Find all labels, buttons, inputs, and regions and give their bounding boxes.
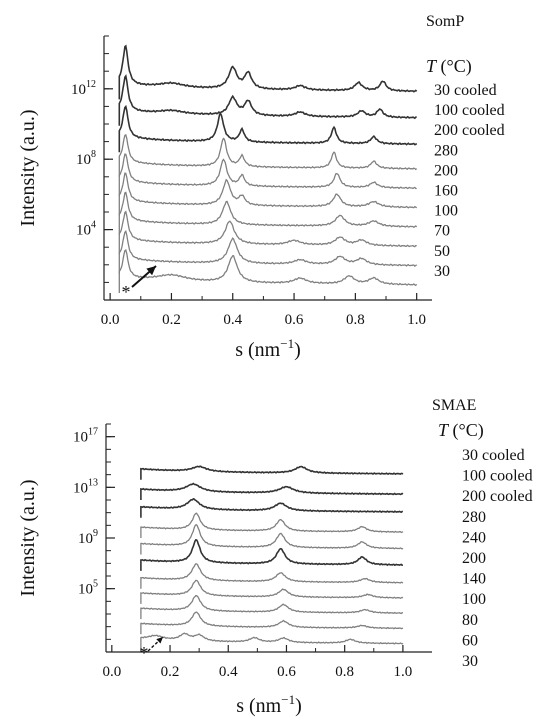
series-line-30-cooled	[118, 44, 418, 100]
series-line-100	[118, 191, 418, 235]
series-label: 160	[434, 183, 458, 200]
legend-header: T (°C)	[426, 56, 472, 77]
x-tick-label: 0.4	[219, 664, 238, 680]
annotation-star: *	[140, 643, 149, 663]
x-axis-label: s (nm−1)	[235, 336, 301, 361]
y-axis-label: Intensity (a.u.)	[17, 479, 39, 596]
series-label: 280	[462, 509, 486, 526]
annotation-arrowhead	[146, 266, 156, 276]
series-line-30	[140, 632, 404, 650]
panel-smae: 105 109 1013 1017 0.0 0.2 0.4 0.6 0.8 1.0 s (nm−1)…	[17, 397, 533, 717]
y-axis-label: Intensity (a.u.)	[17, 109, 39, 226]
series-label: 140	[462, 571, 486, 588]
series-line-60	[140, 611, 404, 635]
series-line-100-cooled	[140, 482, 404, 500]
series-label: 200 cooled	[434, 122, 505, 139]
series-label: 200 cooled	[462, 488, 533, 505]
x-tick-label: 0.4	[223, 312, 242, 328]
series-line-240	[140, 524, 404, 555]
annotation-star: *	[122, 282, 131, 302]
panel-title: SomP	[426, 13, 464, 30]
series-label: 200	[434, 162, 458, 179]
x-tick-label: 0.0	[101, 312, 120, 328]
series-label: 280	[434, 142, 458, 159]
series-label: 30	[434, 263, 450, 280]
panel-title: SMAE	[432, 397, 476, 414]
series-line-80	[140, 595, 403, 620]
series-line-200-cooled	[140, 498, 403, 518]
series-line-280	[140, 512, 404, 538]
series-line-50	[118, 229, 418, 274]
series-label: 30	[462, 653, 478, 670]
series-line-200-cooled	[118, 104, 418, 153]
series-label: 240	[462, 529, 486, 546]
series-label: 60	[462, 632, 478, 649]
y-tick-label: 1017	[73, 427, 98, 446]
y-tick-label: 105	[78, 579, 98, 598]
series-label: 200	[462, 550, 486, 567]
series-label: 100 cooled	[434, 102, 505, 119]
legend-header: T (°C)	[438, 420, 484, 441]
x-tick-label: 1.0	[407, 312, 426, 328]
series-label: 80	[462, 612, 478, 629]
series-label: 100	[462, 591, 486, 608]
series-line-30-cooled	[140, 465, 404, 480]
series-line-280	[118, 133, 418, 177]
y-tick-label: 109	[78, 528, 98, 547]
series-label: 70	[434, 223, 450, 240]
x-axis-label: s (nm−1)	[236, 692, 302, 717]
series-line-200	[140, 539, 403, 571]
series-line-160	[118, 172, 418, 216]
y-tick-label: 1012	[71, 79, 96, 98]
y-tick-label: 104	[76, 220, 96, 239]
series-label: 100 cooled	[462, 468, 533, 485]
series-label: 30 cooled	[462, 447, 525, 464]
series-line-140	[140, 563, 404, 589]
x-tick-label: 0.8	[335, 664, 354, 680]
series-label: 30 cooled	[434, 82, 497, 99]
x-tick-label: 0.2	[162, 312, 181, 328]
annotation-arrowhead	[156, 637, 163, 644]
x-tick-label: 0.8	[346, 312, 365, 328]
series-line-70	[118, 210, 417, 255]
series-line-100	[140, 579, 404, 604]
y-tick-label: 1013	[73, 477, 98, 496]
x-tick-label: 0.6	[277, 664, 296, 680]
panel-somp: 104 108 1012 0.0 0.2 0.4 0.6 0.8 1.0 s (nm−1) Inte…	[17, 13, 505, 361]
series-line-200	[118, 153, 417, 197]
x-tick-label: 0.0	[102, 664, 121, 680]
x-tick-label: 1.0	[394, 664, 413, 680]
series-label: 100	[434, 203, 458, 220]
x-tick-label: 0.2	[161, 664, 180, 680]
x-tick-label: 0.6	[285, 312, 304, 328]
series-label: 50	[434, 243, 450, 260]
y-tick-label: 108	[76, 149, 96, 168]
series-line-100-cooled	[118, 74, 417, 126]
series-line-30	[118, 249, 418, 293]
